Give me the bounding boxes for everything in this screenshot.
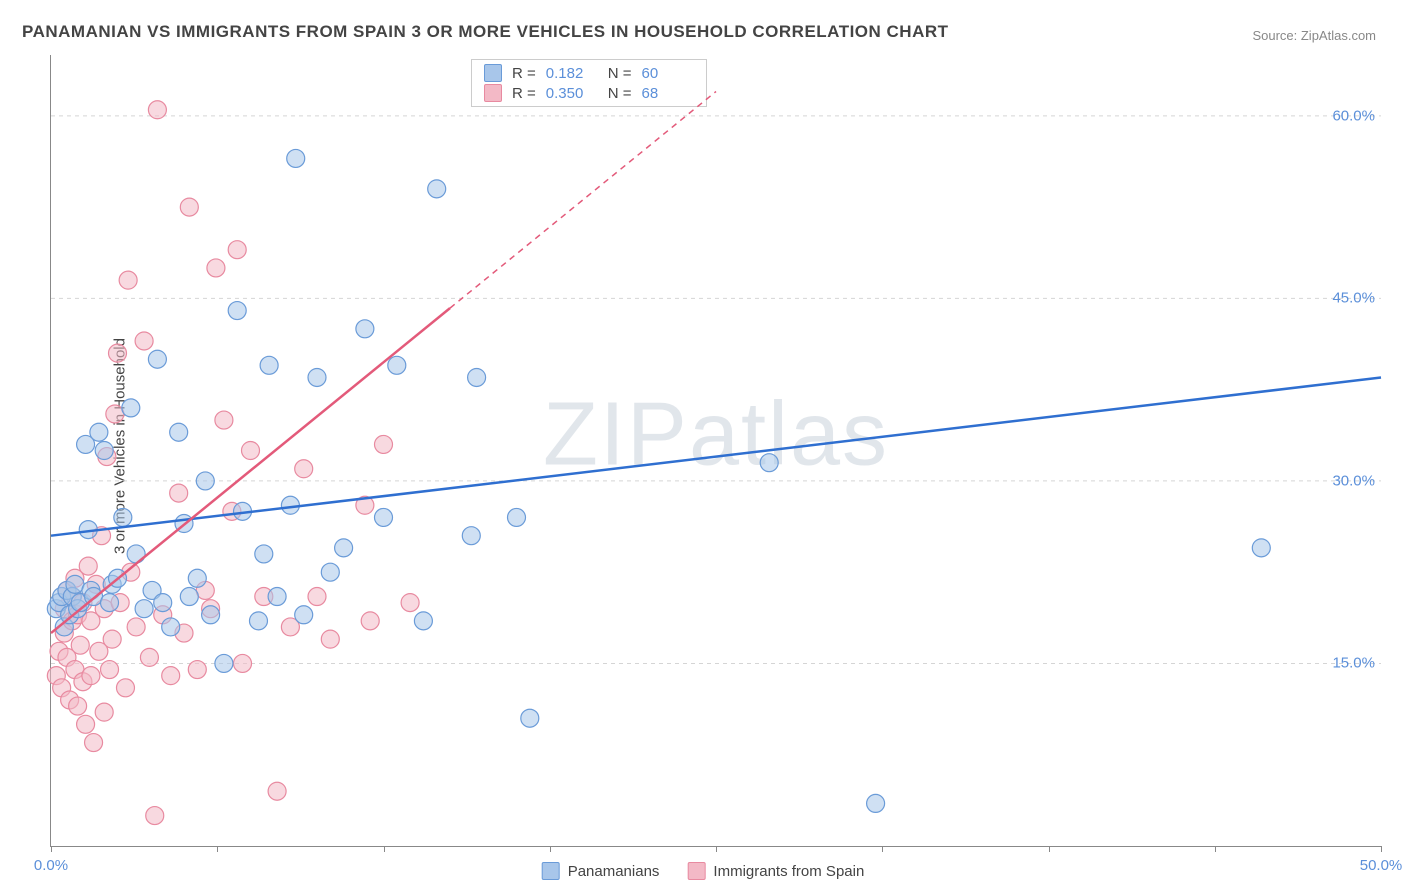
x-tick-label: 50.0% (1360, 857, 1403, 874)
scatter-svg (51, 55, 1381, 846)
y-tick-label: 45.0% (1332, 290, 1375, 307)
x-tick-label: 0.0% (34, 857, 68, 874)
legend-item-1: Immigrants from Spain (687, 862, 864, 880)
x-tick-mark (1049, 846, 1050, 852)
source-label: Source: ZipAtlas.com (1252, 28, 1376, 43)
x-tick-mark (882, 846, 883, 852)
chart-title: PANAMANIAN VS IMMIGRANTS FROM SPAIN 3 OR… (22, 22, 949, 42)
legend-bottom-swatch-1 (687, 862, 705, 880)
y-tick-label: 60.0% (1332, 107, 1375, 124)
legend-bottom-swatch-0 (542, 862, 560, 880)
x-tick-mark (1215, 846, 1216, 852)
chart-plot-area: ZIPatlas R = 0.182 N = 60 R = 0.350 N = … (50, 55, 1381, 847)
x-tick-mark (51, 846, 52, 852)
legend-bottom-label-1: Immigrants from Spain (713, 863, 864, 880)
y-tick-label: 30.0% (1332, 472, 1375, 489)
series-legend: Panamanians Immigrants from Spain (542, 862, 865, 880)
x-tick-mark (1381, 846, 1382, 852)
x-tick-mark (384, 846, 385, 852)
x-tick-mark (550, 846, 551, 852)
legend-bottom-label-0: Panamanians (568, 863, 660, 880)
legend-item-0: Panamanians (542, 862, 660, 880)
y-tick-label: 15.0% (1332, 655, 1375, 672)
x-tick-mark (217, 846, 218, 852)
x-tick-mark (716, 846, 717, 852)
